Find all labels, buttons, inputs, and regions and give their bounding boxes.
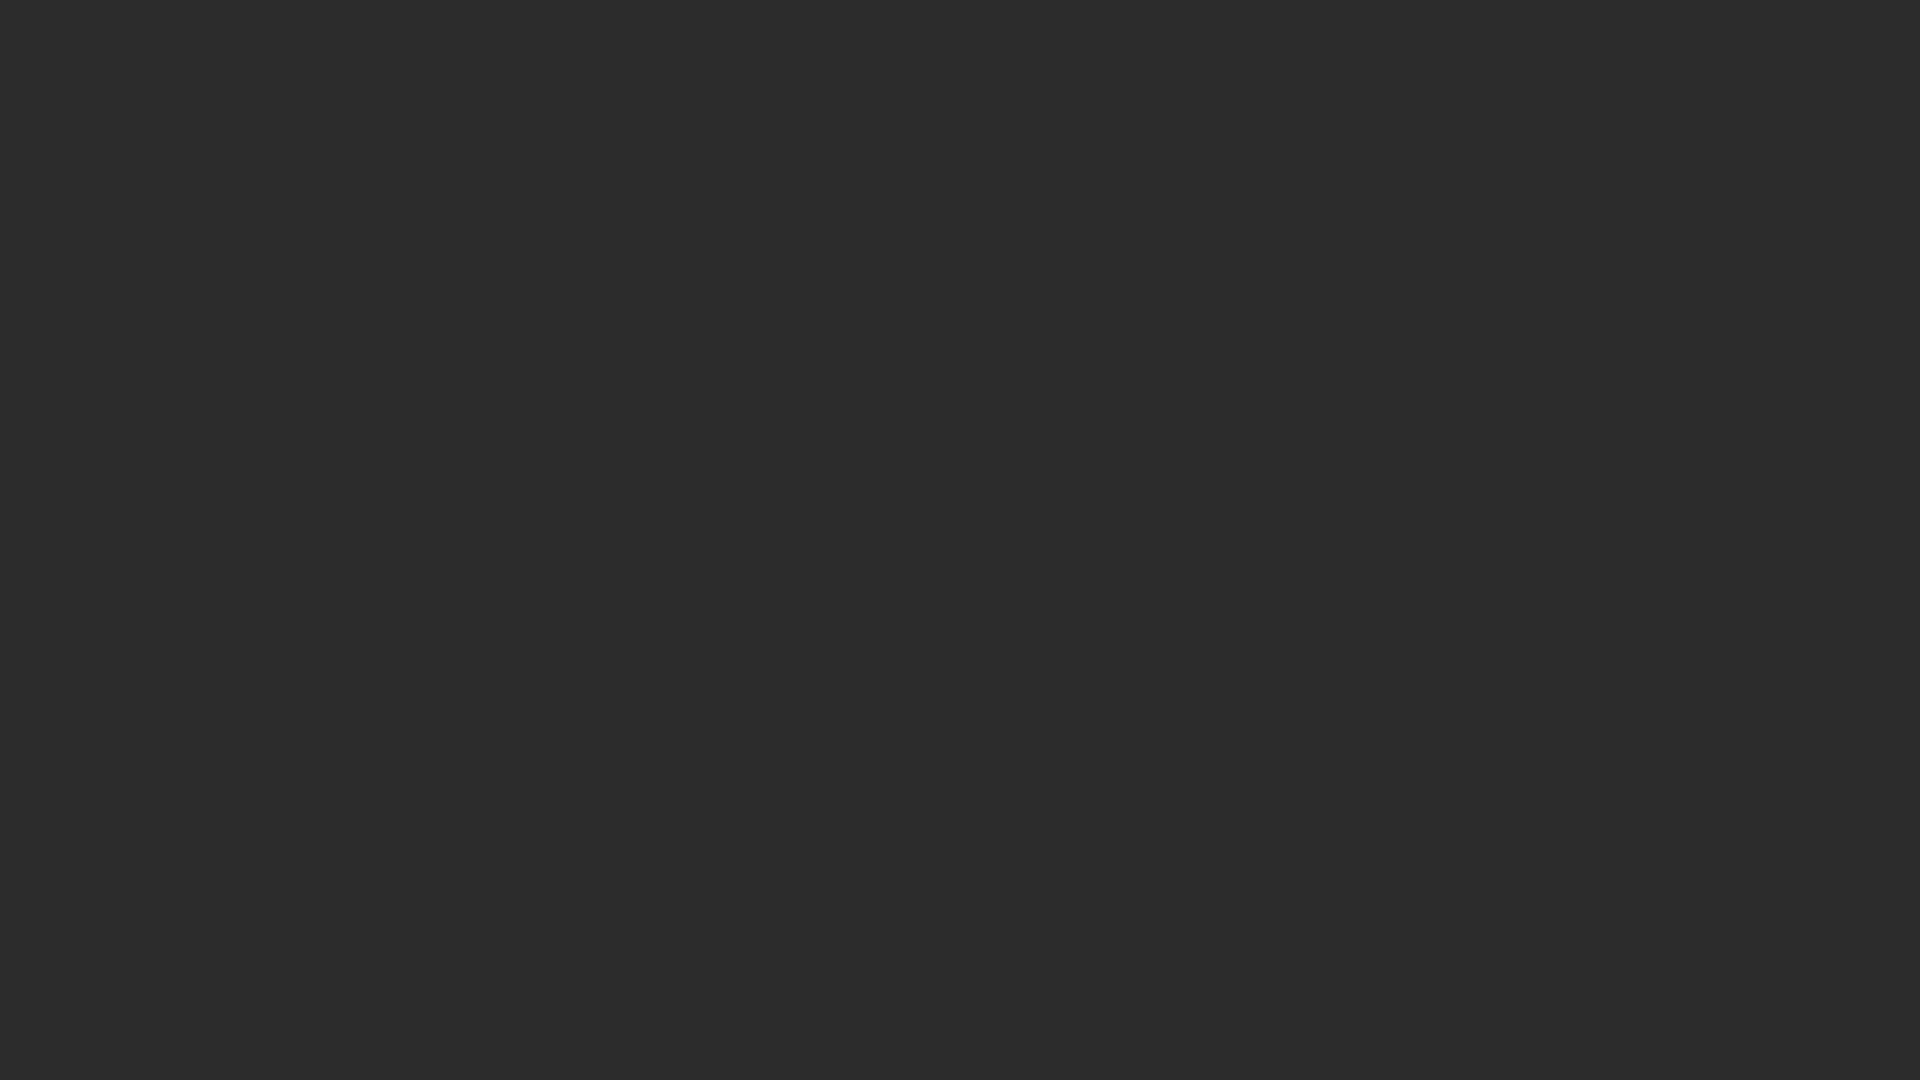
desktop xyxy=(0,0,1920,1080)
